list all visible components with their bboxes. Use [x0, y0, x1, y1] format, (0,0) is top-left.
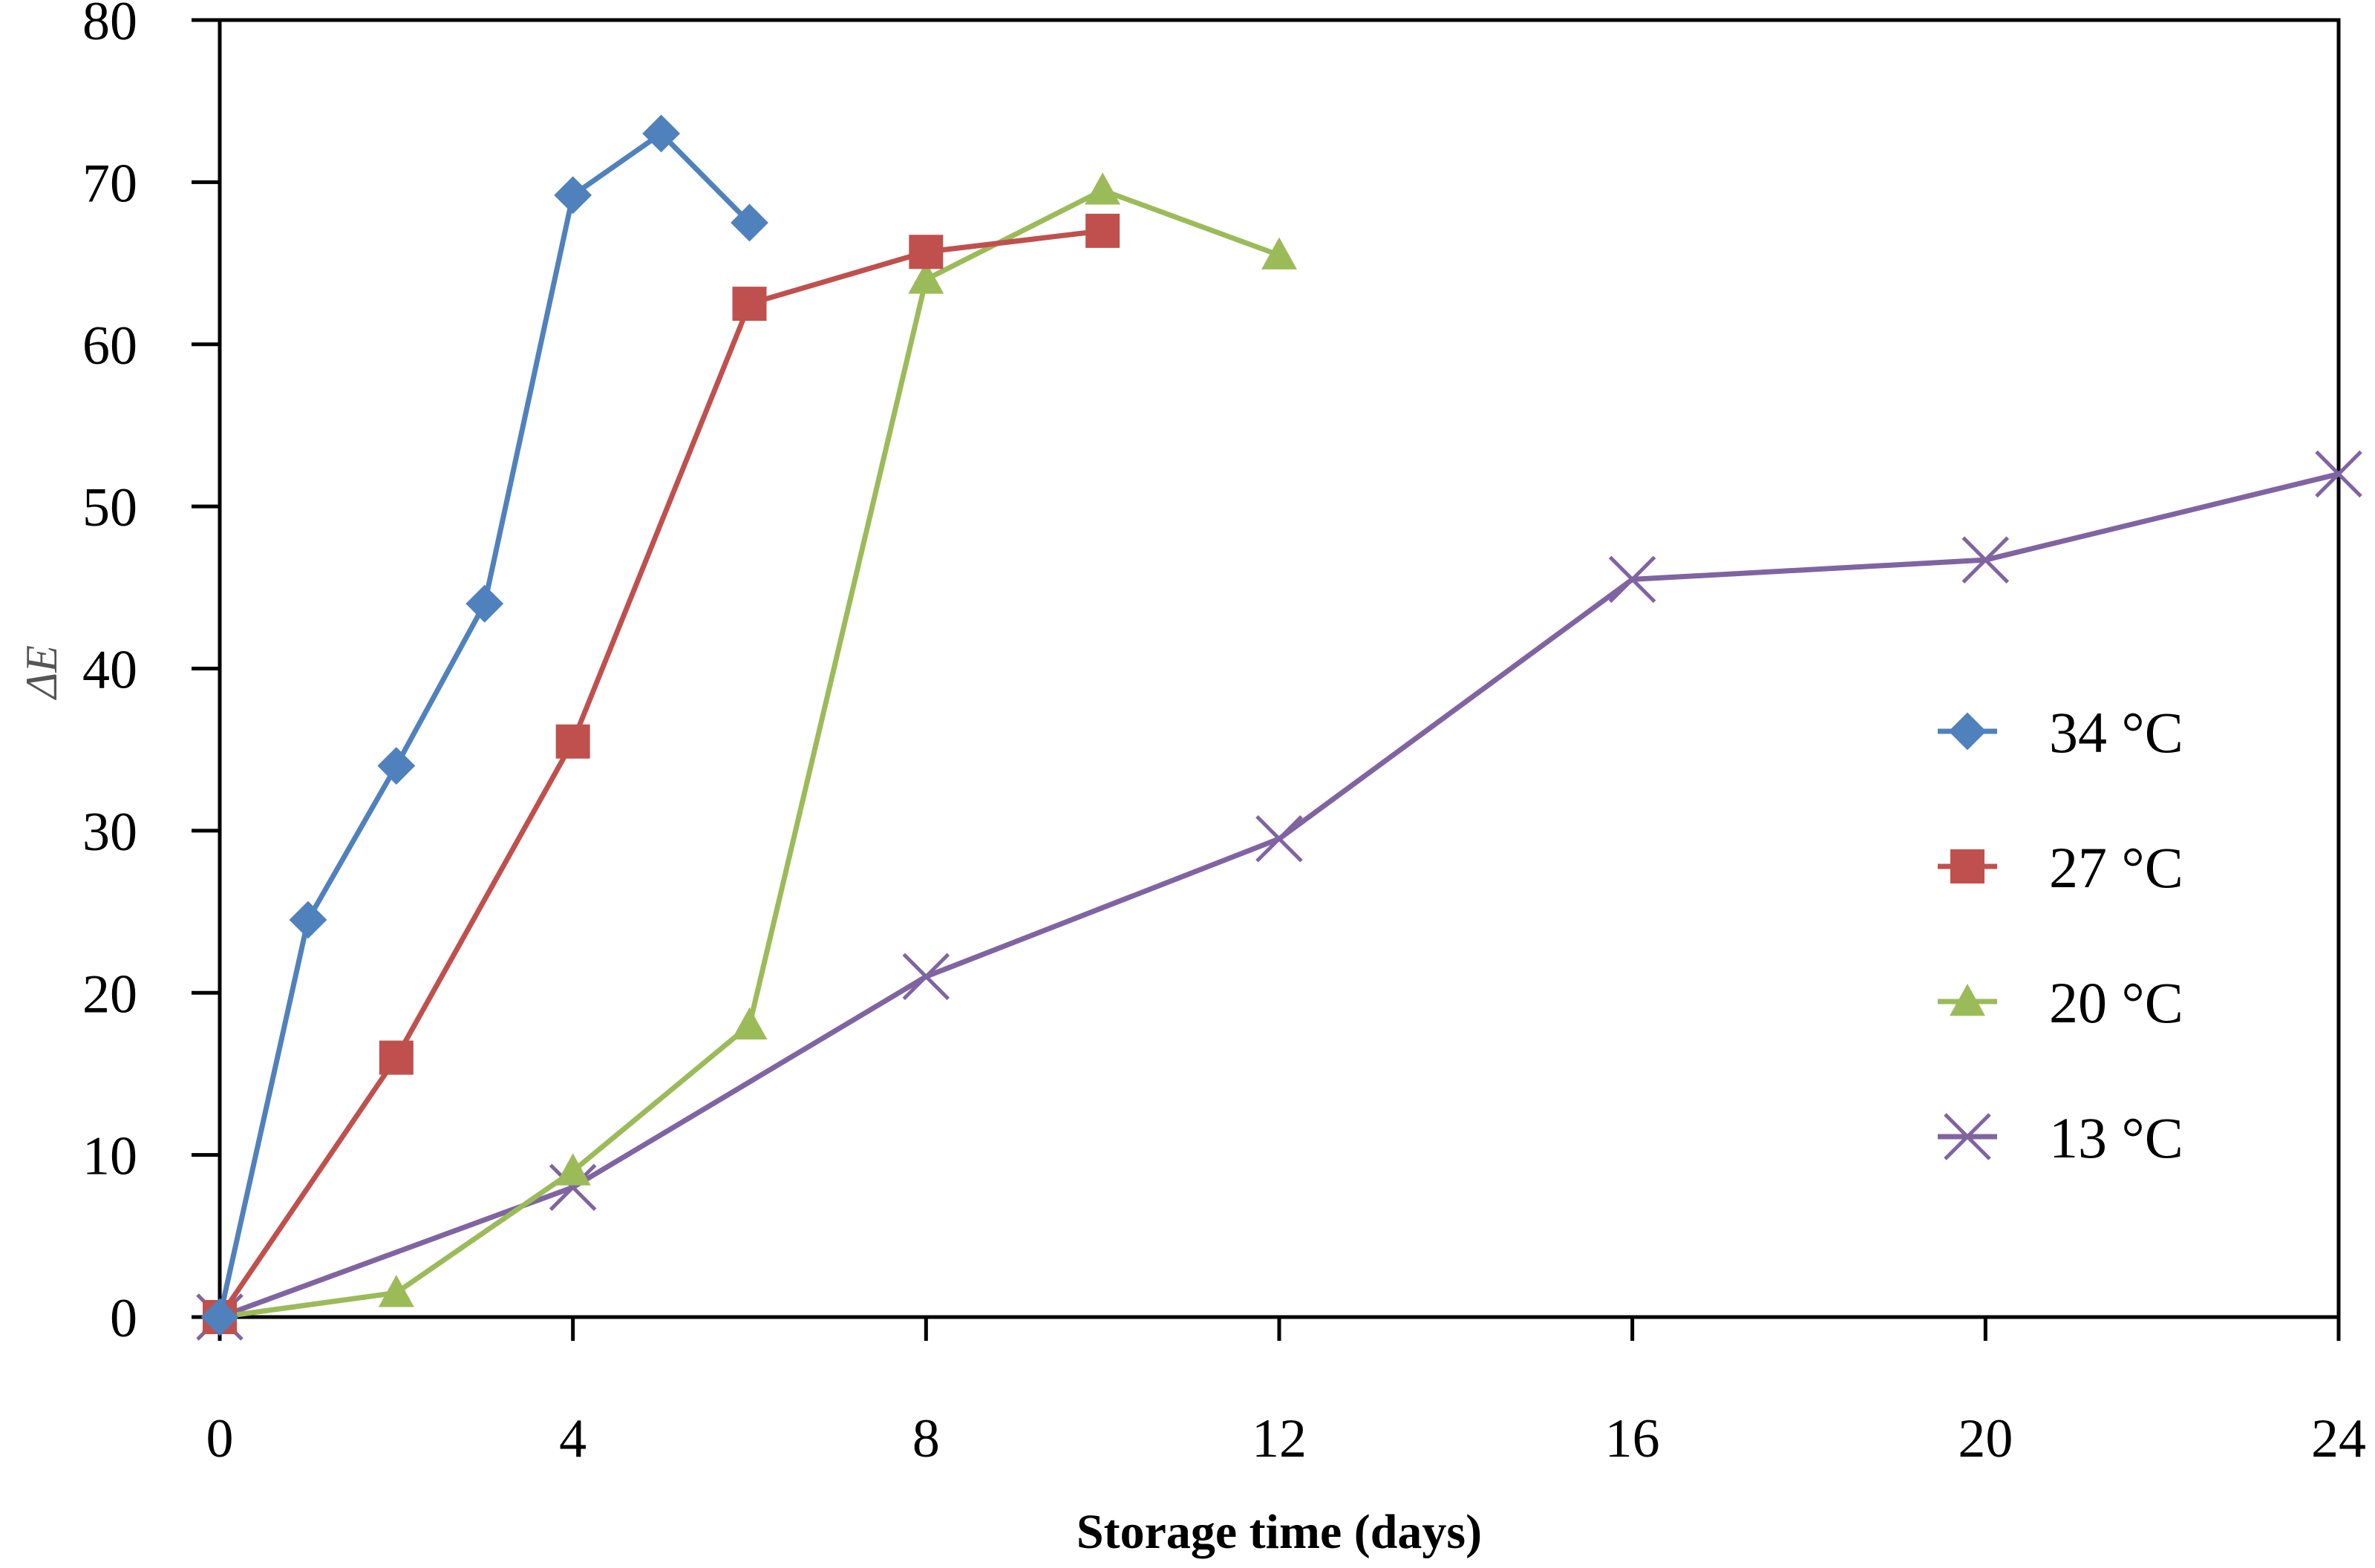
series-line-27c: [218, 228, 1103, 1319]
data-point-13c: [1961, 536, 2010, 584]
data-point-34c: [465, 584, 504, 623]
legend-marker: [1950, 849, 1984, 883]
legend-item-34c: 34 °C: [1938, 700, 2183, 765]
y-tick-label: 0: [110, 1288, 137, 1349]
marker-stroke: [1944, 1113, 1991, 1160]
legend-marker: [1948, 712, 1987, 751]
legend: 34 °C 27 °C 20 °C 13 °C: [1938, 700, 2183, 1170]
data-point-20c: [1085, 172, 1121, 205]
data-point-20c: [378, 1275, 414, 1307]
data-point-27c: [555, 724, 590, 759]
series-line-13c: [218, 471, 2339, 1320]
y-tick-label: 10: [82, 1126, 137, 1187]
legend-marker: [1950, 984, 1985, 1016]
legend-label: 27 °C: [2049, 835, 2183, 900]
series-20c: [202, 172, 1297, 1332]
marker-stroke: [1961, 536, 2010, 584]
data-point-34c: [200, 1298, 239, 1336]
data-point-13c: [2315, 450, 2362, 498]
legend-item-13c: 13 °C: [1938, 1105, 2183, 1170]
marker-stroke: [1255, 815, 1303, 863]
data-point-27c: [1085, 213, 1120, 248]
x-tick-label: 4: [559, 1408, 587, 1469]
y-tick-label: 40: [82, 640, 137, 701]
series-27c: [203, 213, 1120, 1334]
data-point-20c: [1261, 237, 1297, 270]
data-point-20c: [731, 1007, 768, 1040]
y-tick-label: 80: [82, 0, 137, 52]
legend-item-27c: 27 °C: [1938, 835, 2183, 900]
x-tick-label: 20: [1958, 1408, 2013, 1469]
data-point-20c: [908, 261, 944, 294]
x-tick-label: 0: [206, 1408, 234, 1469]
data-point-27c: [909, 235, 944, 270]
data-point-34c: [642, 114, 680, 153]
y-tick-label: 50: [82, 477, 137, 538]
legend-item-20c: 20 °C: [1938, 970, 2183, 1035]
x-tick-label: 8: [912, 1408, 940, 1469]
series-line-20c: [219, 187, 1281, 1320]
data-point-34c: [289, 901, 327, 939]
marker-stroke: [549, 1163, 597, 1212]
data-point-34c: [731, 203, 768, 242]
y-tick-label: 70: [82, 153, 137, 214]
x-tick-label: 24: [2311, 1408, 2366, 1469]
data-point-27c: [379, 1040, 414, 1075]
legend-label: 34 °C: [2049, 700, 2183, 765]
series-line-34c: [217, 131, 751, 1318]
marker-stroke: [1608, 555, 1656, 604]
y-axis-label: ΔE: [17, 645, 66, 700]
x-tick-label: 12: [1252, 1408, 1307, 1469]
series-34c: [200, 114, 768, 1336]
series-layer: [196, 114, 2362, 1341]
marker-stroke: [2315, 450, 2362, 498]
y-axis: 0 10 20 30 40 50 60 70 80: [82, 0, 220, 1349]
x-axis-label: Storage time (days): [1077, 1505, 1482, 1559]
legend-label: 20 °C: [2049, 970, 2183, 1035]
x-tick-label: 16: [1605, 1408, 1660, 1469]
data-point-13c: [902, 953, 950, 1001]
y-tick-label: 60: [82, 316, 137, 376]
y-tick-label: 20: [82, 964, 137, 1025]
marker-stroke: [902, 953, 950, 1001]
plot-frame: [218, 18, 2341, 1319]
legend-label: 13 °C: [2049, 1105, 2183, 1170]
y-tick-label: 30: [82, 802, 137, 863]
data-point-20c: [555, 1153, 591, 1186]
x-axis: 0 4 8 12 16 20 24: [206, 1317, 2366, 1469]
data-point-27c: [732, 287, 767, 321]
legend-marker: [1944, 1113, 1991, 1160]
data-point-34c: [554, 176, 592, 215]
data-point-13c: [1255, 815, 1303, 863]
data-point-13c: [549, 1163, 597, 1212]
data-point-34c: [377, 747, 416, 785]
data-point-13c: [1608, 555, 1656, 604]
